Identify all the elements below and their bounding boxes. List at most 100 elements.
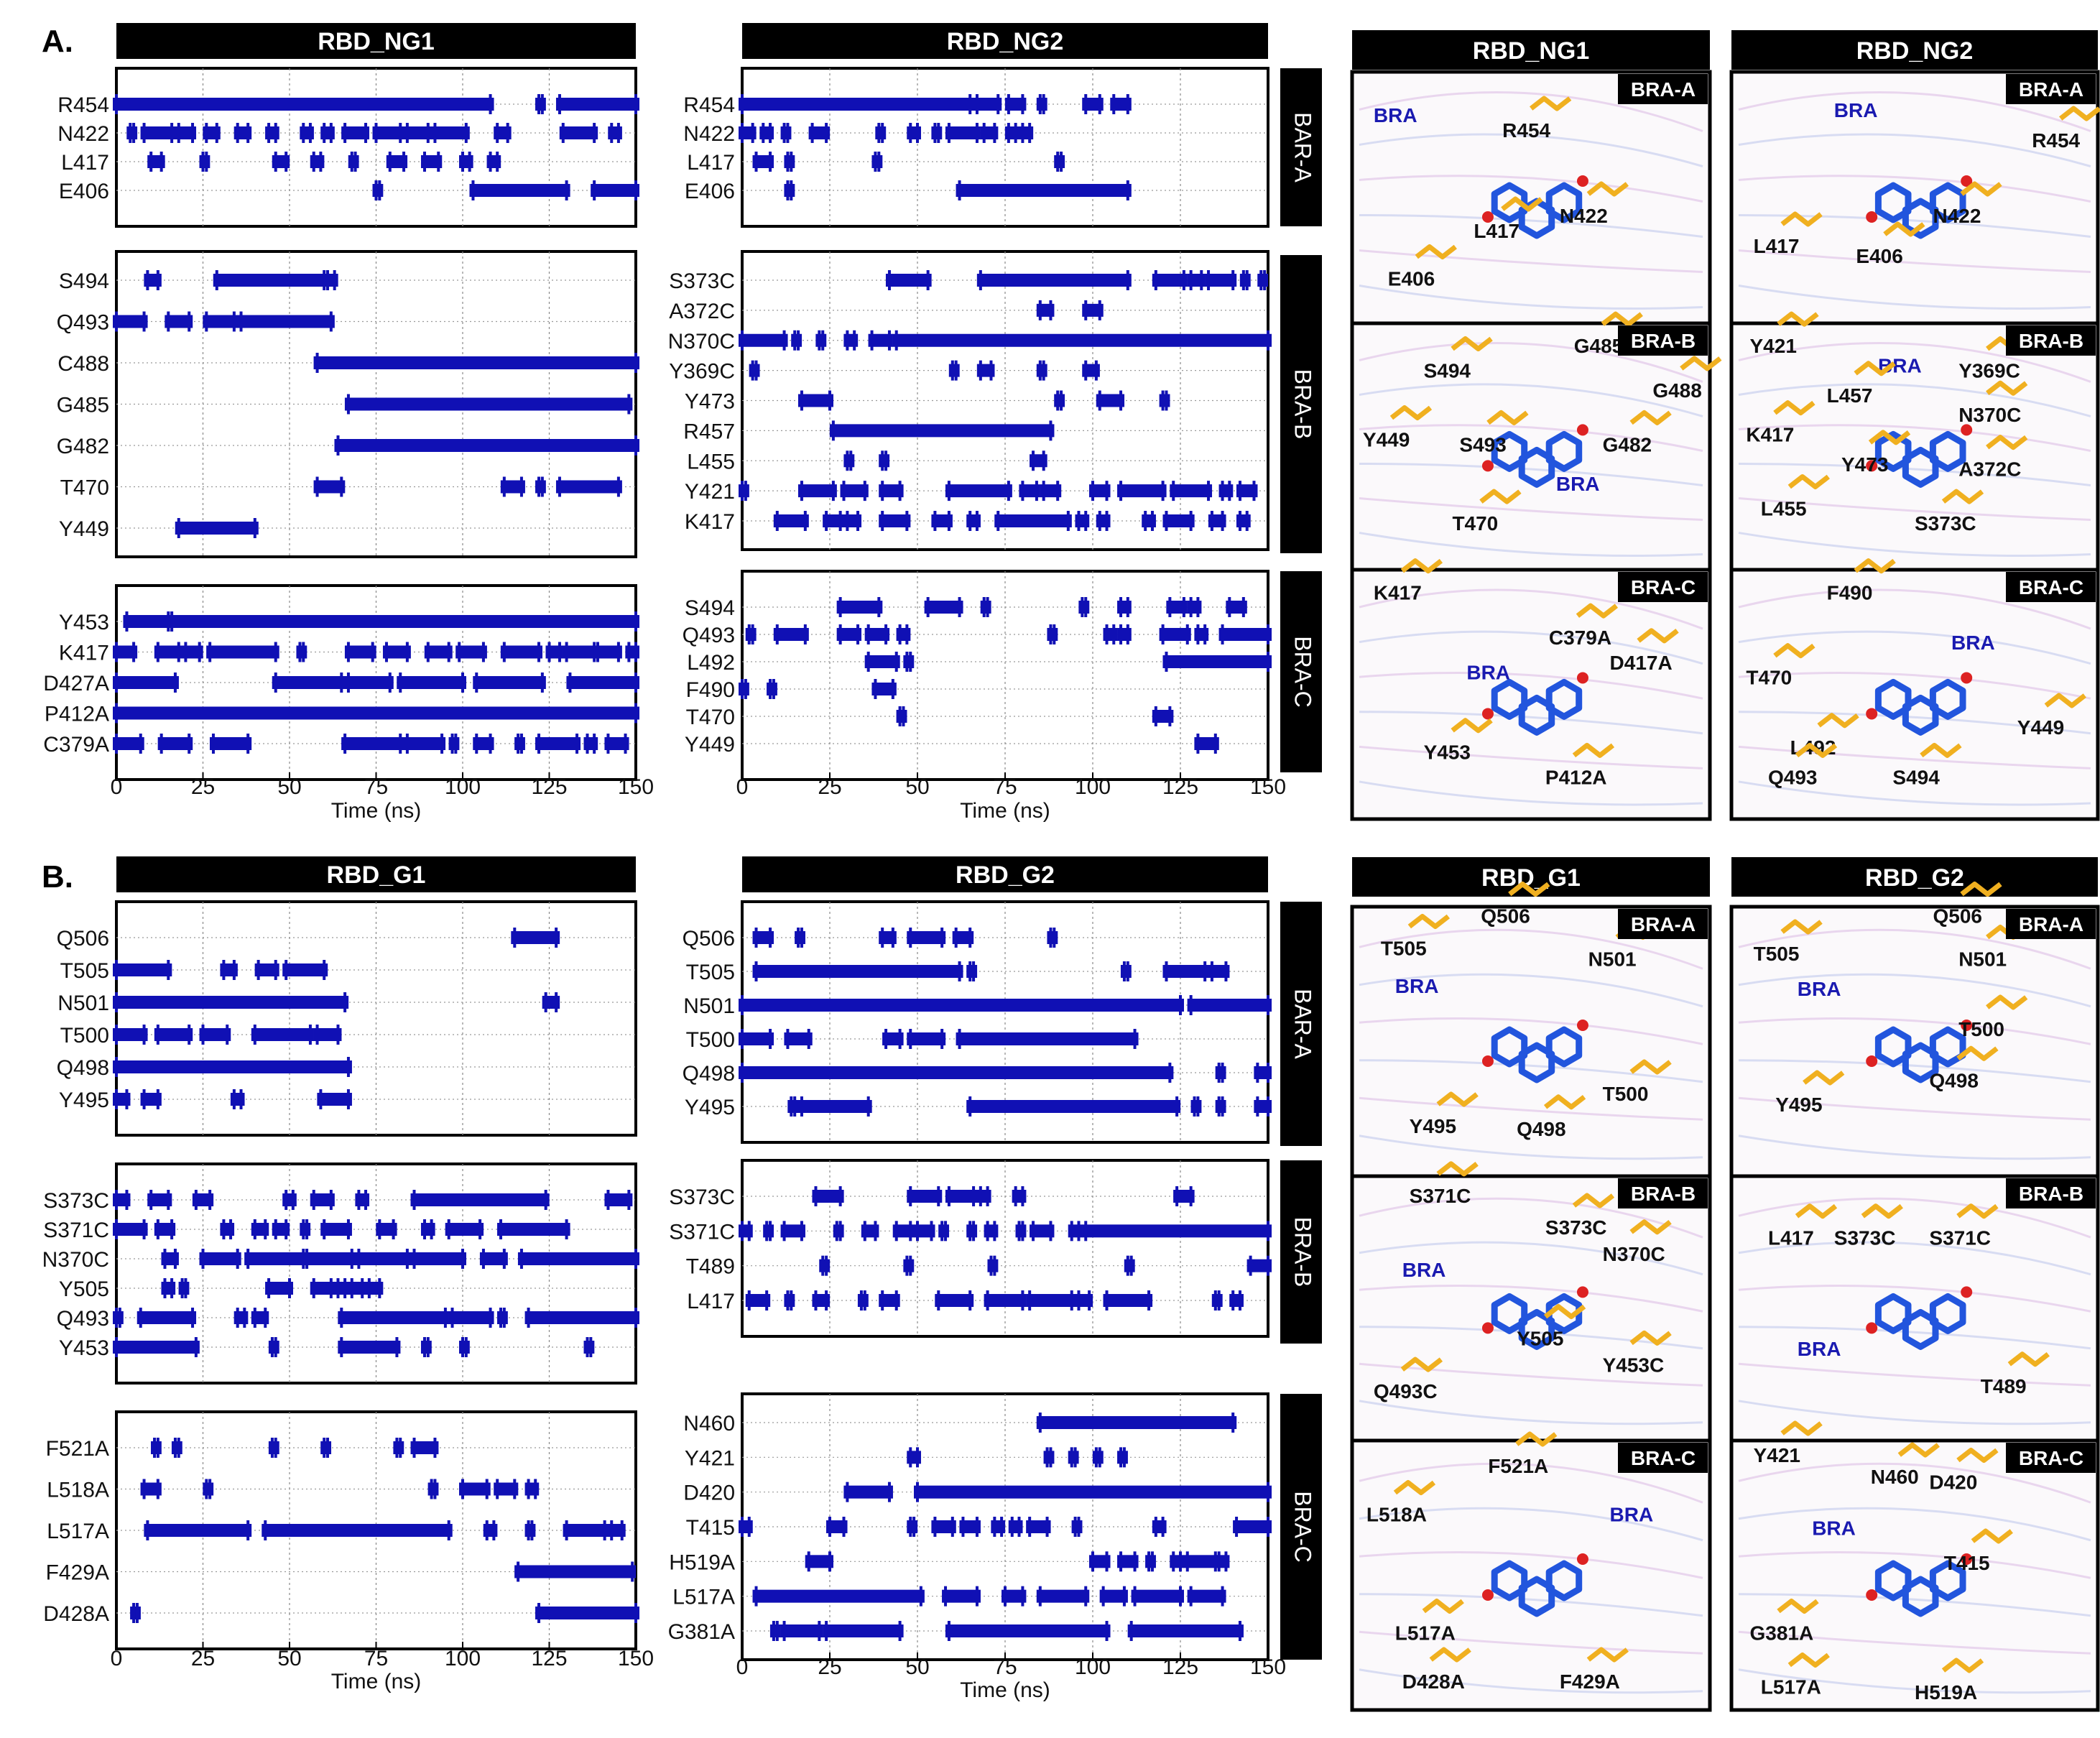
contact-interval bbox=[459, 155, 473, 168]
contact-tick-end bbox=[898, 481, 902, 501]
ligand-oxygen bbox=[1961, 672, 1973, 684]
contact-interval bbox=[826, 1520, 848, 1533]
contact-tick-start bbox=[1259, 270, 1263, 290]
contact-tick-start bbox=[1084, 94, 1088, 114]
contact-tick-start bbox=[944, 1586, 948, 1607]
residue-label: H519A bbox=[1915, 1681, 1977, 1704]
residue-stick bbox=[1400, 558, 1443, 574]
contact-interval bbox=[956, 184, 1132, 197]
contact-interval bbox=[455, 645, 487, 659]
contact-tick-start bbox=[232, 1089, 236, 1109]
contact-tick-end bbox=[744, 679, 747, 699]
protein-ribbon bbox=[1359, 928, 1703, 970]
residue-label: P412A bbox=[45, 703, 109, 726]
residue-label: N422 bbox=[1560, 205, 1608, 227]
contact-tick-start bbox=[315, 353, 319, 373]
contact-tick-start bbox=[547, 642, 551, 662]
contact-tick-end bbox=[461, 1249, 464, 1269]
protein-ribbon bbox=[1738, 1134, 2091, 1160]
contact-tick-end bbox=[274, 642, 277, 662]
chart-title: RBD_G1 bbox=[327, 861, 426, 889]
contact-interval bbox=[1162, 965, 1209, 978]
x-tick-label: 75 bbox=[993, 1655, 1017, 1679]
contact-tick-end bbox=[975, 1517, 979, 1537]
residue-label: L518A bbox=[47, 1479, 109, 1502]
contact-interval bbox=[265, 126, 279, 139]
contact-interval bbox=[739, 484, 749, 498]
contact-tick-end bbox=[426, 1337, 430, 1357]
subpanel-tag-bg bbox=[1618, 1443, 1708, 1473]
contact-tick-start bbox=[627, 642, 631, 662]
contact-interval bbox=[168, 615, 639, 628]
contact-interval bbox=[745, 1294, 771, 1307]
contact-tick-start bbox=[326, 270, 330, 290]
residue-stick bbox=[1572, 742, 1615, 758]
contact-tick-start bbox=[586, 734, 589, 754]
protein-ribbon bbox=[1738, 745, 2091, 769]
contact-tick-start bbox=[142, 123, 146, 143]
contact-tick-end bbox=[1263, 270, 1267, 290]
contact-tick-end bbox=[1077, 1221, 1081, 1242]
residue-label: S494 bbox=[59, 269, 109, 293]
contact-tick-start bbox=[1161, 624, 1165, 644]
contact-tick-end bbox=[437, 152, 440, 172]
x-tick-label: 0 bbox=[111, 775, 123, 799]
contact-tick-start bbox=[426, 642, 430, 662]
contact-interval bbox=[140, 126, 176, 139]
section-side-label: BRA-C bbox=[1280, 571, 1322, 772]
contact-tick-start bbox=[384, 642, 388, 662]
contact-tick-start bbox=[115, 642, 118, 662]
x-axis-label: Time (ns) bbox=[331, 799, 422, 823]
contact-tick-end bbox=[1035, 481, 1038, 501]
contact-interval bbox=[161, 1282, 176, 1295]
contact-tick-start bbox=[142, 1089, 146, 1109]
contact-interval bbox=[563, 1524, 609, 1537]
contact-tick-end bbox=[1126, 597, 1129, 617]
contact-tick-start bbox=[1070, 1221, 1073, 1242]
contact-tick-start bbox=[1213, 1290, 1217, 1311]
contact-tick-start bbox=[395, 1438, 399, 1458]
contact-interval bbox=[459, 1341, 470, 1354]
contact-tick-end bbox=[891, 928, 894, 948]
residue-label: Y369C bbox=[669, 360, 735, 384]
chart-title-bar bbox=[116, 856, 636, 892]
contact-tick-end bbox=[769, 152, 772, 172]
contact-interval bbox=[769, 1624, 781, 1637]
contact-tick-end bbox=[1066, 511, 1070, 531]
contact-tick-end bbox=[825, 1255, 828, 1276]
contact-tick-end bbox=[326, 1438, 330, 1458]
contact-interval bbox=[903, 655, 915, 668]
subpanel-tag: BRA-C bbox=[2019, 1447, 2083, 1469]
contact-interval bbox=[313, 480, 346, 494]
contact-interval bbox=[808, 126, 831, 139]
contact-interval bbox=[244, 1252, 307, 1265]
x-axis-label: Time (ns) bbox=[960, 799, 1050, 823]
contact-interval bbox=[966, 514, 981, 527]
contact-interval bbox=[113, 676, 179, 689]
contact-tick-start bbox=[741, 1029, 744, 1049]
contact-tick-end bbox=[891, 679, 894, 699]
contact-interval bbox=[203, 315, 238, 328]
contact-tick-end bbox=[371, 642, 374, 662]
contact-tick-start bbox=[422, 1219, 426, 1239]
contact-tick-end bbox=[828, 390, 831, 411]
contact-tick-start bbox=[831, 420, 835, 441]
contact-tick-start bbox=[1126, 1255, 1129, 1276]
contact-tick-end bbox=[1049, 1221, 1053, 1242]
contact-tick-end bbox=[489, 734, 492, 754]
contact-interval bbox=[459, 1482, 491, 1496]
contact-interval bbox=[1078, 601, 1090, 614]
contact-interval bbox=[1117, 628, 1132, 641]
contact-tick-start bbox=[312, 1190, 315, 1210]
contact-tick-end bbox=[1231, 270, 1235, 290]
residue-label: Y453 bbox=[1424, 741, 1471, 764]
ligand-ring bbox=[1545, 1026, 1583, 1068]
contact-interval bbox=[797, 484, 837, 498]
contact-tick-end bbox=[1224, 961, 1228, 981]
x-axis-label: Time (ns) bbox=[331, 1670, 422, 1693]
x-tick-label: 0 bbox=[736, 1655, 749, 1679]
